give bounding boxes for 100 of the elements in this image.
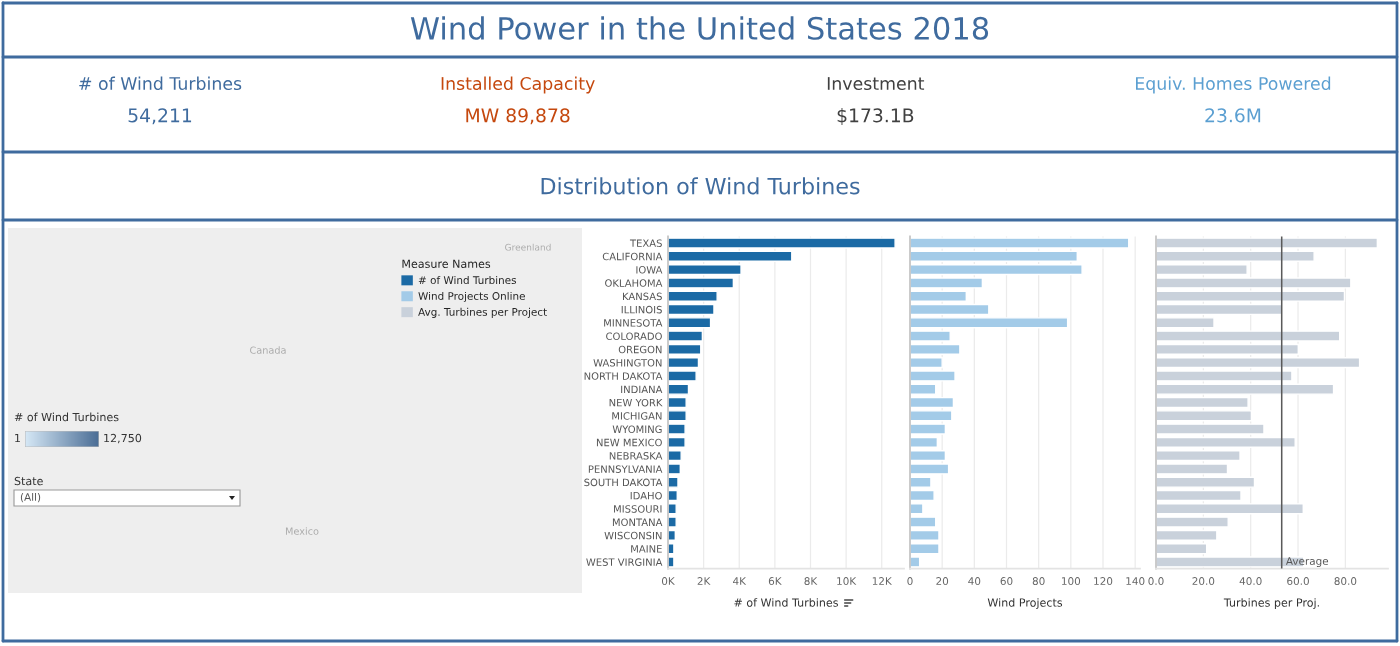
bar: [668, 357, 700, 369]
x-tick-label: 20: [936, 577, 949, 585]
y-tick-label: CALIFORNIA: [602, 252, 663, 261]
bar: [1156, 463, 1229, 475]
bar: [668, 463, 681, 475]
y-tick-label: NEBRASKA: [609, 452, 663, 460]
text: (All): [20, 492, 41, 503]
bar: [668, 264, 742, 276]
bar: [910, 343, 961, 355]
bar: [1156, 543, 1208, 555]
y-tick-label: NORTH DAKOTA: [584, 372, 663, 380]
y-tick-label: MAINE: [631, 545, 662, 553]
bar: [1156, 370, 1293, 382]
bar: [1156, 529, 1218, 541]
bar: [1156, 277, 1352, 289]
bar: [910, 370, 956, 382]
x-tick-label: 4K: [733, 577, 747, 585]
text: State: [14, 476, 43, 486]
bar: [1156, 476, 1256, 488]
bar: [668, 343, 702, 355]
y-tick-label: SOUTH DAKOTA: [584, 478, 663, 487]
bar: [910, 410, 953, 422]
bar: [1156, 303, 1283, 316]
x-axis-title: Wind Projects: [987, 598, 1063, 609]
legend-title: Measure Names: [402, 259, 491, 268]
y-tick-label: OREGON: [618, 345, 662, 354]
bar: [910, 503, 924, 515]
bar: [1156, 317, 1215, 329]
bar: [910, 277, 984, 289]
y-tick-label: MINNESOTA: [604, 319, 663, 327]
bar: [668, 489, 678, 502]
bar: [1156, 436, 1296, 448]
x-tick-label: 6K: [768, 577, 782, 585]
legend-label: # of Wind Turbines: [418, 275, 517, 285]
bar: [910, 436, 939, 448]
text: Mexico: [285, 527, 319, 535]
text: Canada: [250, 346, 286, 354]
x-tick-label: 8K: [804, 577, 818, 585]
bar: [910, 423, 947, 435]
text: Wind Power in the United States 2018: [410, 16, 989, 40]
y-tick-label: ILLINOIS: [621, 305, 662, 314]
y-tick-label: IDAHO: [630, 491, 662, 500]
bar: [668, 383, 690, 395]
bar: [910, 237, 1130, 249]
x-tick-label: 60: [1000, 577, 1013, 585]
y-tick-label: KANSAS: [623, 292, 662, 301]
bar: [668, 370, 697, 382]
bar: [910, 383, 937, 395]
bar: [668, 290, 718, 302]
bar: [668, 450, 682, 462]
x-tick-label: 40.0: [1239, 577, 1262, 585]
y-tick-label: NEW MEXICO: [596, 438, 662, 447]
y-tick-label: INDIANA: [621, 385, 663, 394]
bar: [668, 516, 677, 528]
bar: [910, 290, 967, 302]
bar: [1156, 503, 1304, 515]
bar: [910, 529, 940, 541]
x-tick-label: 80: [1032, 577, 1045, 585]
bar: [668, 396, 687, 409]
bar: [1156, 450, 1241, 462]
x-tick-label: 80.0: [1334, 577, 1357, 585]
bar: [910, 250, 1078, 262]
bar: [1156, 410, 1253, 422]
y-tick-label: WASHINGTON: [593, 359, 662, 367]
y-tick-label: TEXAS: [629, 239, 662, 247]
bar: [668, 423, 686, 435]
bar: [910, 317, 1069, 329]
y-tick-label: MISSOURI: [614, 505, 662, 513]
y-tick-label: IOWA: [636, 266, 663, 274]
bar: [910, 396, 955, 409]
bar: [1156, 489, 1242, 502]
bar: [1156, 250, 1315, 262]
y-tick-label: MONTANA: [612, 518, 663, 527]
bar: [1156, 396, 1249, 409]
y-tick-label: MICHIGAN: [612, 412, 662, 420]
bar: [910, 450, 947, 462]
bar: [668, 436, 686, 448]
bar: [1156, 516, 1229, 528]
x-tick-label: 0K: [661, 577, 675, 585]
x-tick-label: 100: [1062, 577, 1081, 585]
bar: [910, 556, 921, 568]
y-tick-label: WEST VIRGINIA: [586, 558, 663, 566]
bar: [910, 516, 937, 528]
bar: [668, 237, 896, 249]
bar: [910, 330, 951, 342]
text: Equiv. Homes Powered: [1136, 76, 1331, 94]
text: Installed Capacity: [441, 76, 595, 94]
bar: [910, 463, 950, 475]
bar: [1156, 357, 1361, 369]
bar: [668, 476, 679, 488]
text: 54,211: [128, 108, 192, 125]
text: Investment: [827, 77, 925, 91]
x-tick-label: 20.0: [1192, 577, 1215, 585]
text: 23.6M: [1205, 108, 1261, 123]
text: MW 89,878: [466, 108, 570, 125]
bar: [1156, 383, 1335, 395]
bar: [668, 250, 793, 262]
y-tick-label: NEW YORK: [609, 398, 663, 407]
bar: [668, 317, 712, 329]
bar: [910, 476, 932, 488]
